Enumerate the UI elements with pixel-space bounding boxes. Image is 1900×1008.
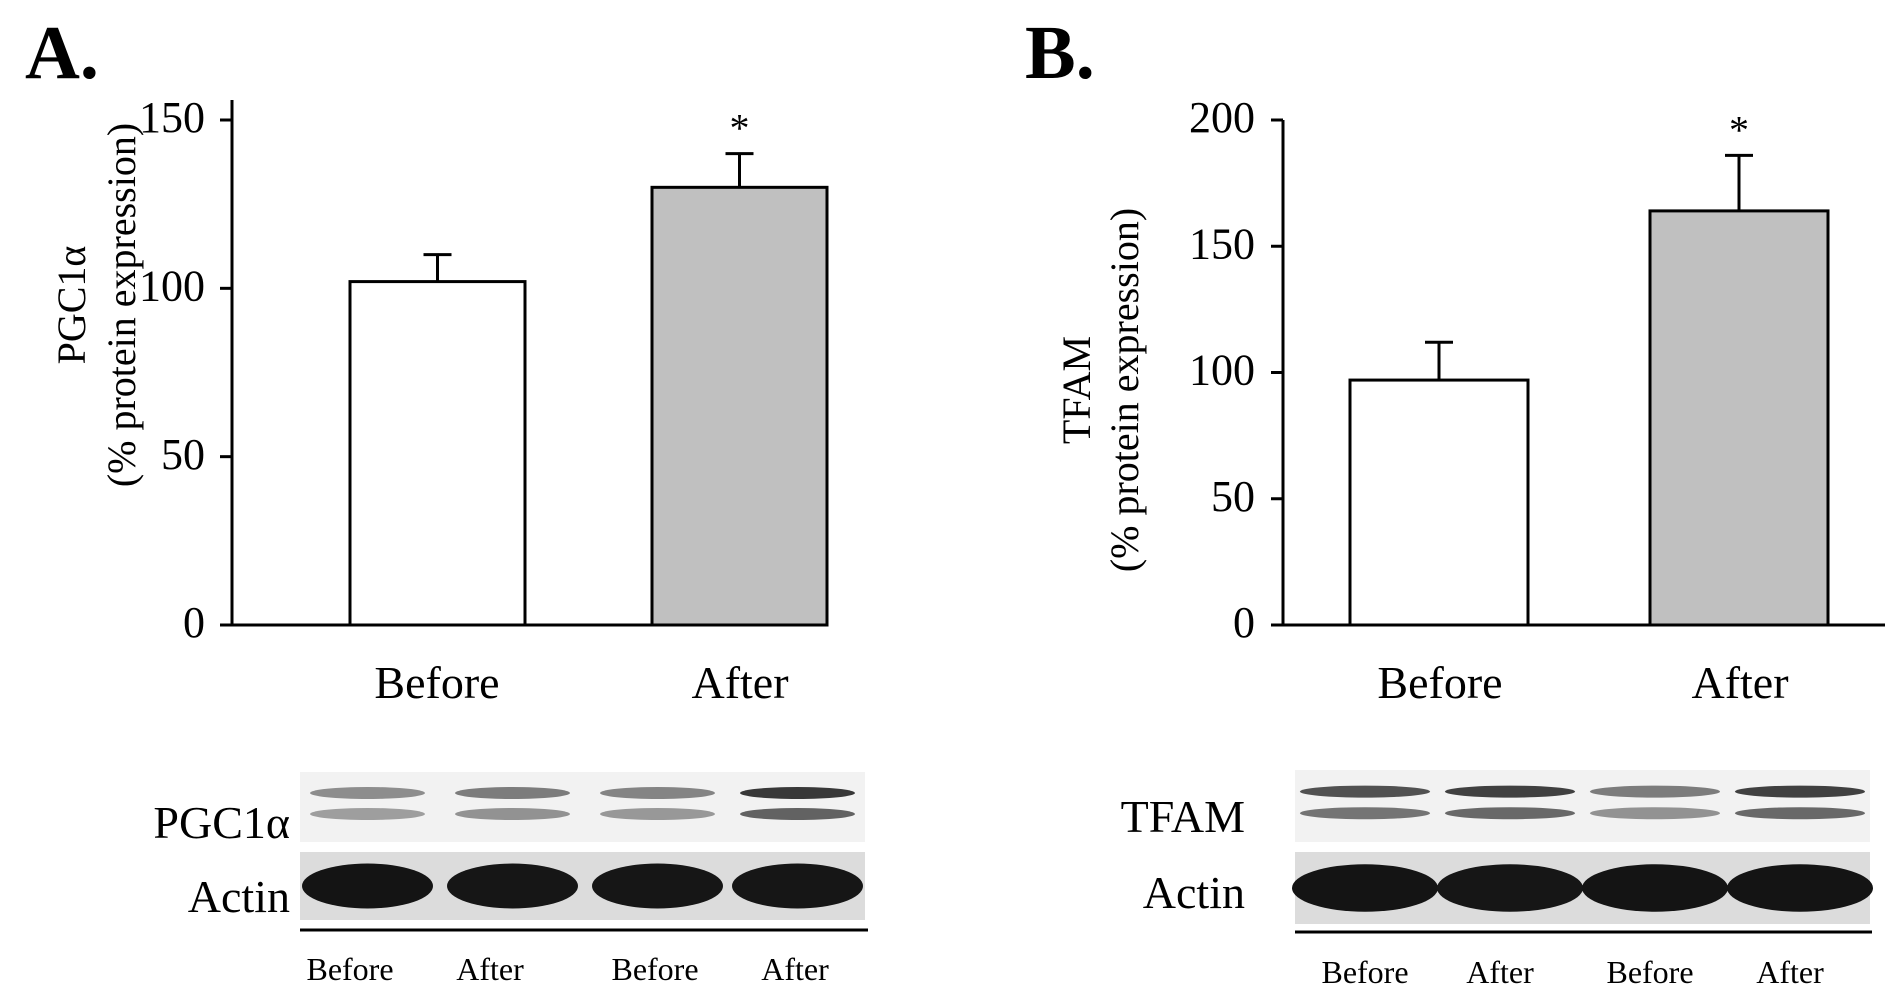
blot-band — [600, 808, 715, 820]
lane-label: After — [761, 951, 829, 987]
lane-label: Before — [306, 951, 393, 987]
bar-after — [1648, 209, 1830, 627]
panel-b: B. TFAM (% protein expression) 0 50 100 … — [1025, 11, 1885, 990]
bar-before — [348, 280, 527, 627]
y-tick-label: 150 — [1189, 219, 1255, 268]
significance-star-after: * — [1729, 107, 1749, 152]
y-axis-label-b-line2: (% protein expression) — [1102, 208, 1147, 572]
y-axis-label-a-line2: (% protein expression) — [99, 123, 144, 487]
y-tick-label: 50 — [1211, 472, 1255, 521]
blot-band — [302, 863, 433, 909]
category-label-before: Before — [1377, 657, 1502, 708]
blot-band — [1735, 785, 1865, 798]
blot-band — [1292, 864, 1438, 912]
blot-band — [1445, 807, 1575, 820]
blot-bands-a — [302, 787, 863, 909]
bar-before — [1348, 378, 1530, 627]
blot-band — [1727, 864, 1873, 912]
blot-band — [1582, 864, 1728, 912]
blot-strip-pgc1a — [300, 772, 865, 842]
blot-band — [1300, 785, 1430, 798]
blot-band — [1437, 864, 1583, 912]
y-tick-label: 100 — [1189, 346, 1255, 395]
blot-band — [740, 787, 855, 799]
y-tick-label: 200 — [1189, 93, 1255, 142]
blot-band — [1590, 807, 1720, 820]
lane-label: Before — [611, 951, 698, 987]
blot-band — [1735, 807, 1865, 820]
blot-band — [455, 808, 570, 820]
y-axis-label-b-line1: TFAM — [1054, 336, 1099, 444]
blot-label-tfam: TFAM — [1121, 791, 1245, 842]
blot-label-actin-a: Actin — [188, 871, 290, 922]
category-label-after: After — [1691, 657, 1788, 708]
significance-star-after: * — [730, 106, 750, 151]
lane-label: Before — [1321, 954, 1408, 990]
blot-strip-tfam — [1295, 770, 1870, 842]
blot-band — [1445, 785, 1575, 798]
blot-bands-b — [1292, 785, 1873, 912]
panel-letter-a: A. — [25, 11, 99, 95]
y-tick-label: 100 — [139, 261, 205, 310]
panel-a: A. PGC1α (% protein expression) 0 50 100… — [25, 11, 868, 987]
blot-band — [310, 808, 425, 820]
lane-label: Before — [1606, 954, 1693, 990]
category-label-before: Before — [374, 657, 499, 708]
y-tick-label: 0 — [183, 598, 205, 647]
blot-band — [447, 863, 578, 909]
y-ticks-a: 0 50 100 150 — [139, 93, 232, 647]
y-tick-label: 50 — [161, 430, 205, 479]
blot-band — [1300, 807, 1430, 820]
blot-label-actin-b: Actin — [1143, 867, 1245, 918]
lane-label: After — [1466, 954, 1534, 990]
blot-band — [455, 787, 570, 799]
blot-band — [592, 863, 723, 909]
blot-band — [740, 808, 855, 820]
blot-band — [1590, 785, 1720, 798]
y-axis-label-a-line1: PGC1α — [49, 246, 94, 365]
panel-letter-b: B. — [1025, 11, 1095, 95]
blot-band — [600, 787, 715, 799]
lane-label: After — [456, 951, 524, 987]
blot-band — [310, 787, 425, 799]
bar-after — [650, 185, 829, 627]
y-ticks-b: 0 50 100 150 200 — [1189, 93, 1283, 647]
y-tick-label: 150 — [139, 93, 205, 142]
blot-band — [732, 863, 863, 909]
blot-label-pgc1a: PGC1α — [153, 797, 290, 848]
lane-label: After — [1756, 954, 1824, 990]
category-label-after: After — [691, 657, 788, 708]
y-tick-label: 0 — [1233, 598, 1255, 647]
